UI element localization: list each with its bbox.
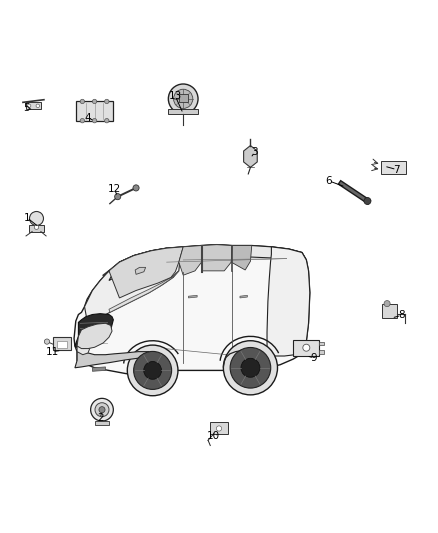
Circle shape (230, 348, 271, 388)
Polygon shape (267, 247, 310, 356)
Polygon shape (293, 340, 319, 356)
Polygon shape (75, 352, 149, 368)
Polygon shape (85, 248, 180, 326)
Circle shape (241, 358, 260, 377)
Circle shape (223, 341, 278, 395)
Circle shape (44, 339, 49, 344)
Circle shape (134, 351, 172, 390)
Circle shape (168, 84, 198, 114)
Circle shape (105, 99, 109, 103)
Polygon shape (57, 341, 67, 348)
Text: 12: 12 (108, 184, 121, 194)
Polygon shape (231, 246, 252, 270)
Circle shape (92, 118, 97, 123)
Circle shape (384, 301, 390, 306)
Polygon shape (179, 94, 187, 102)
Text: 10: 10 (207, 431, 220, 441)
Circle shape (29, 212, 43, 225)
Circle shape (216, 426, 222, 431)
Circle shape (27, 104, 31, 108)
Circle shape (105, 118, 109, 123)
Polygon shape (240, 295, 247, 298)
Circle shape (99, 407, 105, 413)
Text: 13: 13 (169, 91, 182, 101)
Polygon shape (381, 161, 406, 174)
Circle shape (115, 193, 121, 200)
Circle shape (91, 398, 113, 421)
Text: 6: 6 (326, 176, 332, 186)
Text: 2: 2 (97, 414, 103, 423)
Circle shape (80, 99, 85, 103)
Circle shape (173, 89, 193, 108)
Polygon shape (168, 109, 198, 114)
Polygon shape (95, 421, 109, 425)
Polygon shape (109, 247, 183, 298)
Polygon shape (179, 246, 201, 275)
Polygon shape (25, 102, 41, 109)
Text: 9: 9 (311, 353, 318, 363)
Polygon shape (76, 101, 113, 120)
Circle shape (133, 185, 139, 191)
Circle shape (95, 403, 109, 417)
Polygon shape (53, 337, 71, 350)
Text: 4: 4 (85, 113, 92, 123)
Polygon shape (382, 304, 397, 318)
Polygon shape (210, 422, 228, 434)
Polygon shape (109, 245, 306, 280)
Polygon shape (77, 346, 90, 354)
Polygon shape (135, 268, 146, 274)
Circle shape (36, 104, 39, 108)
Text: 7: 7 (393, 165, 400, 175)
Circle shape (34, 225, 39, 229)
Circle shape (127, 345, 178, 395)
Circle shape (92, 99, 97, 103)
Polygon shape (319, 350, 324, 354)
Text: 1: 1 (24, 213, 30, 223)
Text: 11: 11 (46, 346, 59, 357)
Polygon shape (201, 245, 232, 271)
Text: 5: 5 (24, 103, 30, 114)
Text: 3: 3 (251, 147, 258, 157)
Polygon shape (109, 271, 179, 312)
Polygon shape (28, 225, 44, 231)
Text: 8: 8 (398, 310, 405, 320)
Polygon shape (188, 295, 197, 298)
Circle shape (144, 361, 162, 379)
Polygon shape (244, 146, 257, 167)
Polygon shape (77, 323, 112, 349)
Circle shape (303, 344, 310, 351)
Polygon shape (74, 245, 310, 376)
Polygon shape (92, 367, 106, 372)
Circle shape (364, 198, 371, 205)
Polygon shape (319, 342, 324, 345)
Polygon shape (75, 313, 113, 349)
Circle shape (80, 118, 85, 123)
